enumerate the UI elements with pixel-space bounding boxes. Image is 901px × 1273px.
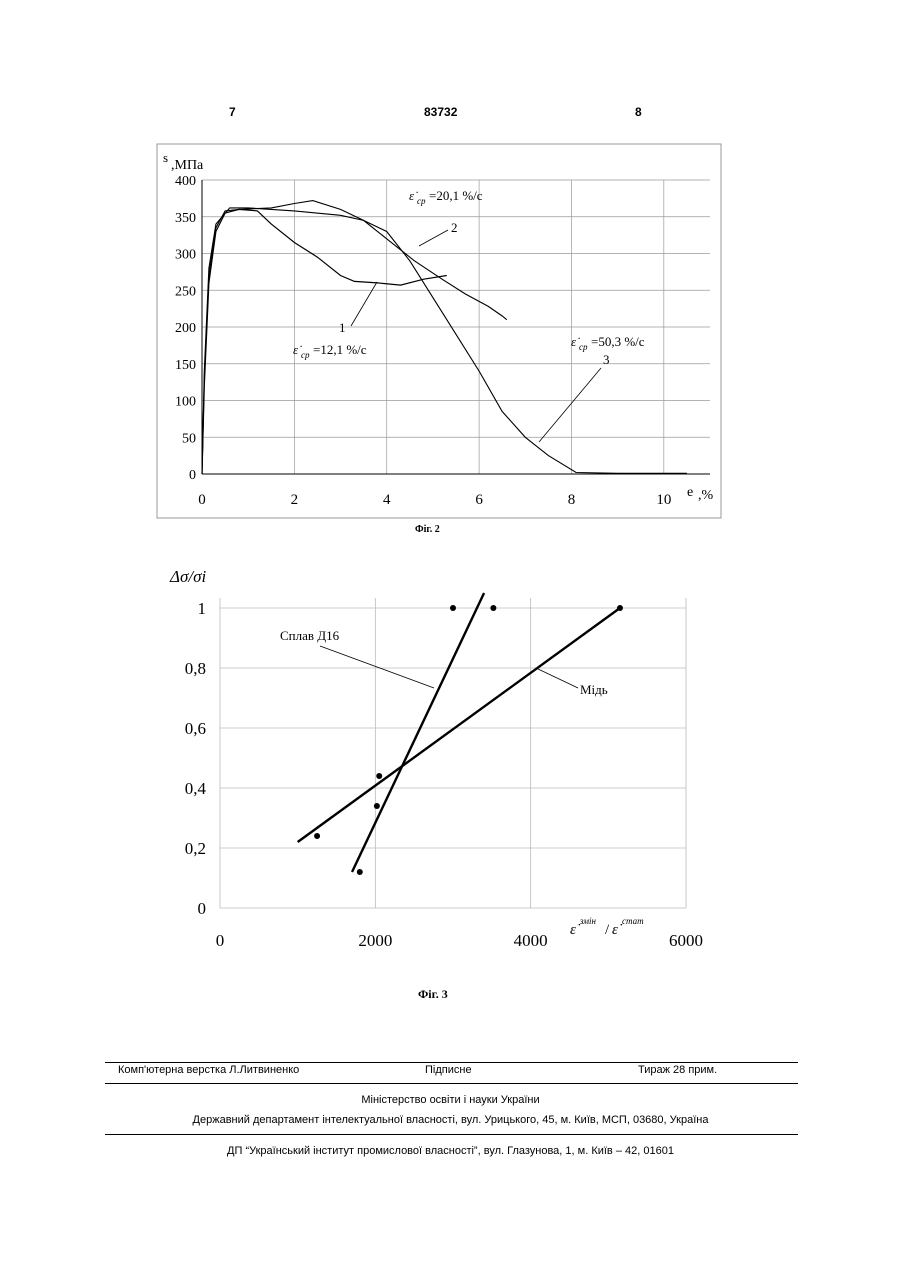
footer-rule-3 xyxy=(105,1134,798,1135)
fig3-ytick-label: 1 xyxy=(198,599,207,618)
fig3-xtick-label: 0 xyxy=(216,931,225,950)
fig2-ytick-label: 300 xyxy=(175,248,196,263)
footer-signed: Підписне xyxy=(425,1064,472,1076)
fig2-xlabel-symbol: e xyxy=(687,485,693,500)
page-number-left: 7 xyxy=(229,105,236,119)
fig3-data-point xyxy=(450,605,456,611)
footer-rule-2 xyxy=(105,1083,798,1084)
fig2-xtick-label: 10 xyxy=(656,492,671,508)
fig3-ytick-label: 0,2 xyxy=(185,839,206,858)
fig3-ytick-label: 0,8 xyxy=(185,659,206,678)
footer-ministry: Міністерство освіти і науки України xyxy=(0,1094,901,1106)
footer-institute: ДП “Український інститут промислової вла… xyxy=(0,1145,901,1157)
fig2-ytick-label: 200 xyxy=(175,321,196,336)
fig2-xtick-label: 6 xyxy=(475,492,483,508)
fig2-ytick-label: 0 xyxy=(189,468,196,483)
fig2-xtick-label: 8 xyxy=(568,492,576,508)
curve2-rate-sub: ср xyxy=(417,196,426,206)
footer-rule-1 xyxy=(105,1062,798,1063)
fig2-chart: 0 50 100 150 200 250 300 350 400 0 2 4 6 8 10 s ,МПа e… xyxy=(155,142,725,522)
fig2-xtick-label: 0 xyxy=(198,492,206,508)
fig3-xlabel-sup-1: змін xyxy=(579,916,597,926)
fig2-xtick-label: 4 xyxy=(383,492,391,508)
fig3-fit-line xyxy=(352,593,484,872)
footer-circulation: Тираж 28 прим. xyxy=(638,1064,717,1076)
page-number-right: 8 xyxy=(635,105,642,119)
fig2-caption: Фіг. 2 xyxy=(415,524,440,535)
fig2-ytick-label: 400 xyxy=(175,174,196,189)
fig2-ylabel-unit: ,МПа xyxy=(171,158,204,173)
patent-number: 83732 xyxy=(424,105,457,119)
fig3-xtick-label: 4000 xyxy=(514,931,548,950)
fig3-ytick-label: 0 xyxy=(198,899,207,918)
fig3-data-point xyxy=(314,833,320,839)
fig3-caption: Фіг. 3 xyxy=(418,987,448,1002)
fig2-series-line-2 xyxy=(202,201,507,474)
fig3-fit-line xyxy=(298,608,620,842)
fig2-ytick-label: 350 xyxy=(175,211,196,226)
fig3-ytick-label: 0,4 xyxy=(185,779,207,798)
fig2-ylabel-symbol: s xyxy=(163,150,168,165)
footer-department: Державний департамент інтелектуальної вл… xyxy=(0,1114,901,1126)
fig3-xlabel-slash: / xyxy=(605,922,610,938)
fig3-xtick-label: 2000 xyxy=(358,931,392,950)
fig3-data-point xyxy=(617,605,623,611)
fig2-ytick-label: 100 xyxy=(175,395,196,410)
curve2-rate: =20,1 %/с xyxy=(429,188,483,203)
fig3-data-point xyxy=(490,605,496,611)
fig2-xtick-label: 2 xyxy=(291,492,299,508)
curve3-rate-sub: ср xyxy=(579,342,588,352)
fig2-ytick-label: 250 xyxy=(175,284,196,299)
fig3-chart: 00,20,40,60,810200040006000 Δσ/σi ε̇ змі… xyxy=(160,560,720,960)
curve3-rate: =50,3 %/с xyxy=(591,334,645,349)
curve3-number: 3 xyxy=(603,352,610,367)
label-d16: Сплав Д16 xyxy=(280,628,340,643)
curve1-rate-sub: ср xyxy=(301,350,310,360)
curve1-number: 1 xyxy=(339,320,346,335)
fig3-xtick-label: 6000 xyxy=(669,931,703,950)
fig3-xlabel-sup-2: стат xyxy=(622,916,644,926)
fig2-ytick-label: 150 xyxy=(175,358,196,373)
fig3-data-point xyxy=(357,869,363,875)
fig2-xlabel-unit: ,% xyxy=(698,488,714,503)
fig2-ytick-label: 50 xyxy=(182,431,196,446)
fig3-data-point xyxy=(376,773,382,779)
fig3-data-point xyxy=(374,803,380,809)
curve1-rate: =12,1 %/с xyxy=(313,342,367,357)
footer-layout: Комп'ютерна верстка Л.Литвиненко xyxy=(118,1064,299,1076)
curve2-number: 2 xyxy=(451,220,458,235)
fig3-ytick-label: 0,6 xyxy=(185,719,206,738)
fig3-ylabel: Δσ/σi xyxy=(169,567,206,586)
label-copper: Мідь xyxy=(580,682,608,697)
